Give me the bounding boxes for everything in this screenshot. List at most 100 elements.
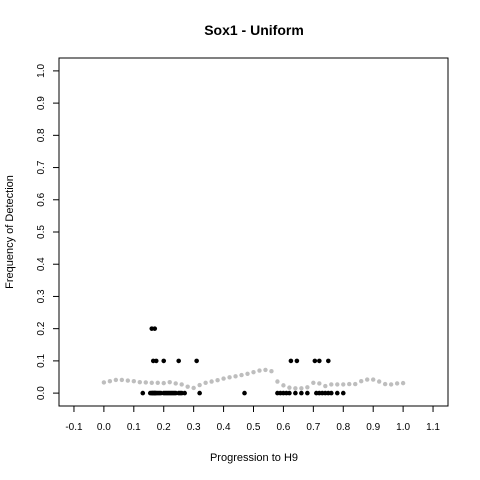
y-tick-label: 0.4 — [36, 257, 47, 271]
smoothed-point — [400, 380, 406, 386]
smoothed-point — [215, 378, 220, 383]
observed-point — [288, 358, 294, 364]
observed-point — [329, 390, 334, 396]
y-tick-label: 0.2 — [36, 321, 47, 335]
smoothed-point — [329, 382, 334, 387]
smoothed-point — [257, 368, 262, 373]
smoothed-point — [113, 377, 119, 383]
smoothed-point — [394, 381, 400, 386]
observed-point — [326, 358, 331, 364]
observed-point — [317, 358, 322, 364]
smoothed-point — [227, 375, 232, 380]
smoothed-point — [335, 382, 340, 387]
x-axis-label: Progression to H9 — [210, 452, 298, 464]
smoothed-point — [197, 382, 202, 388]
smoothed-point — [161, 380, 166, 386]
y-tick-label: 0.1 — [36, 354, 47, 368]
smoothed-point — [125, 378, 131, 383]
smoothed-point — [143, 380, 148, 385]
observed-point — [194, 358, 199, 364]
observed-point — [294, 358, 300, 364]
smoothed-point — [293, 386, 298, 391]
chart-title: Sox1 - Uniform — [204, 22, 304, 38]
y-axis: 0.0 0.1 0.2 0.3 0.4 0.5 0.6 0.7 0.8 0.9 1.0 — [36, 64, 59, 400]
smoothed-point — [245, 371, 250, 376]
observed-series — [140, 326, 346, 396]
smoothed-point — [179, 382, 184, 387]
smoothed-point — [287, 385, 292, 390]
smoothed-point — [185, 384, 190, 389]
smoothed-point — [311, 380, 316, 385]
smoothed-point — [347, 381, 352, 387]
y-tick-label: 0.6 — [36, 192, 47, 206]
smoothed-point — [269, 369, 274, 374]
smoothed-point — [299, 386, 304, 391]
smoothed-point — [167, 379, 172, 385]
smoothed-point — [353, 381, 358, 387]
x-tick-label: 0.1 — [127, 422, 141, 433]
y-tick-label: 1.0 — [36, 64, 47, 78]
smoothed-point — [149, 380, 154, 385]
observed-point — [140, 390, 146, 396]
smoothed-point — [137, 379, 142, 385]
observed-point — [340, 390, 346, 396]
observed-point — [153, 358, 159, 364]
y-tick-label: 0.3 — [36, 289, 47, 303]
smoothed-point — [376, 379, 382, 384]
x-tick-label: 0.3 — [187, 422, 201, 433]
smoothed-point — [281, 383, 286, 388]
observed-point — [334, 390, 340, 396]
observed-point — [152, 326, 158, 331]
y-axis-label: Frequency of Detection — [4, 175, 16, 289]
smoothed-point — [131, 378, 137, 384]
x-tick-label: 0.0 — [97, 422, 111, 433]
observed-point — [242, 390, 247, 396]
x-tick-label: 1.0 — [396, 422, 410, 433]
smoothed-point — [209, 379, 214, 384]
x-tick-label: 0.7 — [306, 422, 320, 433]
observed-point — [293, 390, 298, 396]
x-tick-label: 0.2 — [157, 422, 171, 433]
smoothed-point — [263, 367, 268, 373]
x-tick-label: 0.6 — [276, 422, 290, 433]
y-tick-label: 0.9 — [36, 96, 47, 110]
observed-point — [182, 390, 187, 396]
x-tick-label: 1.1 — [426, 422, 440, 433]
smoothed-point — [341, 382, 346, 387]
smoothed-point — [155, 380, 160, 385]
observed-point — [197, 390, 202, 396]
observed-point — [299, 390, 304, 396]
x-axis: -0.1 0.0 0.1 0.2 0.3 0.4 0.5 0.6 0.7 0.8 0.9 1.0 1.1 — [65, 406, 440, 433]
y-tick-label: 0.8 — [36, 128, 47, 142]
observed-point — [305, 390, 310, 396]
smoothed-point — [233, 374, 238, 379]
observed-point — [176, 358, 181, 364]
smoothed-point — [203, 380, 208, 385]
x-tick-label: 0.9 — [366, 422, 380, 433]
smoothed-point — [370, 377, 376, 382]
plot-frame — [58, 57, 449, 407]
smoothed-point — [239, 372, 244, 378]
smoothed-point — [317, 381, 322, 386]
smoothed-point — [305, 385, 310, 390]
smoothed-point — [221, 376, 226, 381]
smoothed-series — [101, 367, 406, 391]
x-tick-label: -0.1 — [65, 422, 83, 433]
smoothed-point — [275, 379, 280, 384]
y-tick-label: 0.5 — [36, 225, 47, 239]
observed-point — [161, 358, 167, 364]
smoothed-point — [119, 377, 125, 383]
smoothed-point — [382, 381, 388, 387]
y-tick-label: 0.0 — [36, 386, 47, 400]
smoothed-point — [388, 382, 394, 387]
x-tick-label: 0.8 — [336, 422, 350, 433]
x-tick-label: 0.4 — [217, 422, 231, 433]
x-tick-label: 0.5 — [247, 422, 261, 433]
observed-point — [287, 390, 292, 396]
y-tick-label: 0.7 — [36, 160, 47, 174]
smoothed-point — [173, 381, 178, 386]
smoothed-point — [101, 380, 107, 385]
smoothed-point — [323, 383, 328, 389]
smoothed-point — [107, 378, 113, 384]
